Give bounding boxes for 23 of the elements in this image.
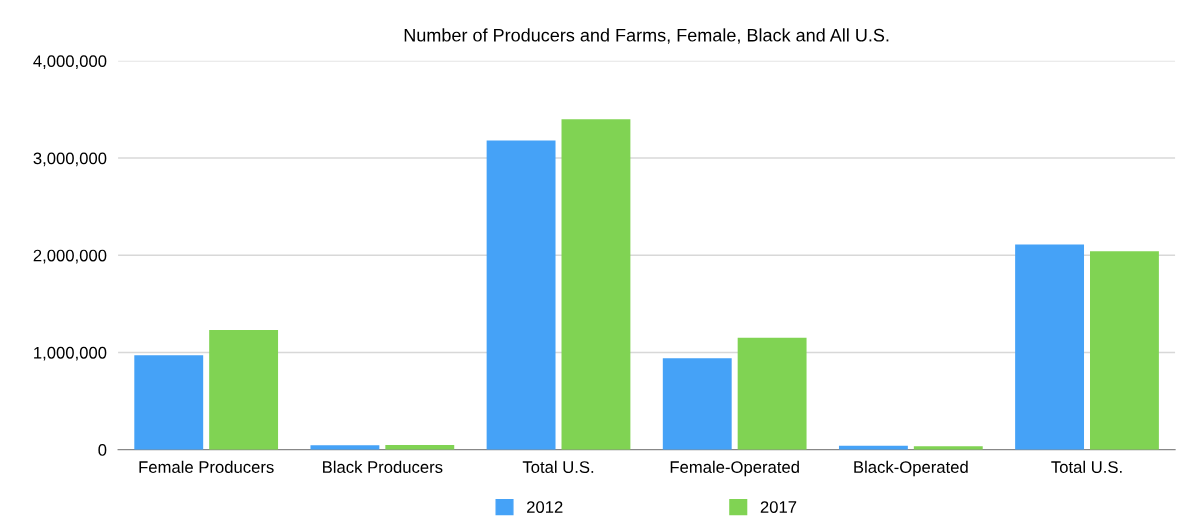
y-tick-label: 2,000,000 (33, 249, 107, 264)
bar (134, 355, 204, 450)
legend-label: 2017 (760, 501, 797, 513)
chart-title: Number of Producers and Farms, Female, Black and All U.S. (404, 28, 889, 44)
y-tick-label: 4,000,000 (33, 55, 107, 70)
bar (1015, 244, 1085, 450)
bar (737, 337, 807, 450)
x-tick-label: Female-Operated (670, 460, 799, 477)
x-tick-label: Black-Operated (854, 460, 968, 477)
x-tick-label: Total U.S. (522, 460, 594, 473)
y-tick-label: 3,000,000 (33, 152, 107, 167)
bar (486, 140, 556, 450)
x-tick-label: Total U.S. (1051, 460, 1122, 473)
x-tick-label: Female Producers (139, 460, 274, 473)
bar (1090, 251, 1159, 450)
x-tick-label: Black Producers (323, 460, 443, 473)
bar (310, 445, 380, 450)
y-tick-label: 1,000,000 (34, 346, 107, 361)
bar (561, 119, 631, 450)
y-tick-label: 0 (98, 444, 107, 456)
bar (662, 358, 732, 450)
bar (209, 330, 279, 450)
legend-label: 2012 (527, 501, 563, 513)
